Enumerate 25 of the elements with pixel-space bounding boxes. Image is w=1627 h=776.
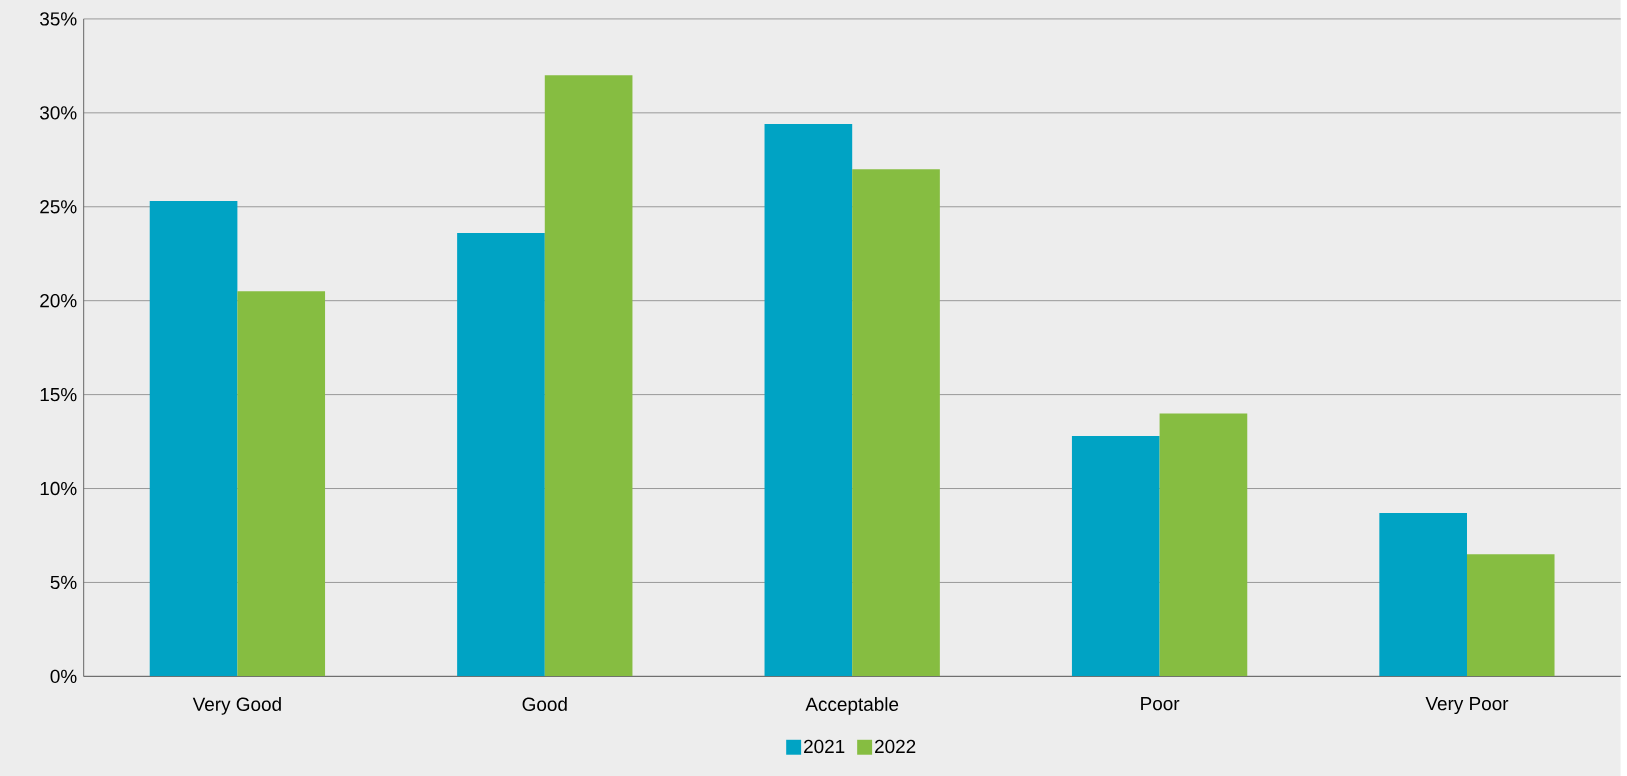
bar: [1379, 512, 1467, 677]
y-tick-label: 0%: [50, 669, 77, 684]
x-tick-label: Good: [522, 697, 567, 711]
bar: [1071, 435, 1160, 677]
bar: [764, 124, 853, 677]
bar: [237, 291, 326, 677]
bar: [852, 169, 940, 677]
bar: [1467, 554, 1555, 677]
x-tick-label: Very Poor: [1425, 697, 1509, 715]
y-tick-label: 15%: [40, 387, 77, 402]
y-tick-label: 10%: [40, 481, 77, 496]
y-tick-label: 35%: [40, 12, 77, 26]
legend-label: 2022: [875, 739, 916, 754]
y-tick-label: 30%: [40, 106, 77, 120]
y-tick-label: 5%: [50, 575, 77, 590]
bar: [1159, 413, 1248, 677]
legend-label: 2021: [804, 739, 845, 754]
y-tick-label: 20%: [40, 293, 77, 308]
bar: [457, 233, 545, 677]
x-tick-label: Very Good: [192, 697, 281, 715]
y-tick-label: 25%: [40, 200, 77, 214]
x-tick-label: Acceptable: [805, 697, 899, 715]
bar: [544, 75, 633, 677]
x-tick-label: Poor: [1141, 697, 1180, 711]
bar: [149, 201, 238, 677]
